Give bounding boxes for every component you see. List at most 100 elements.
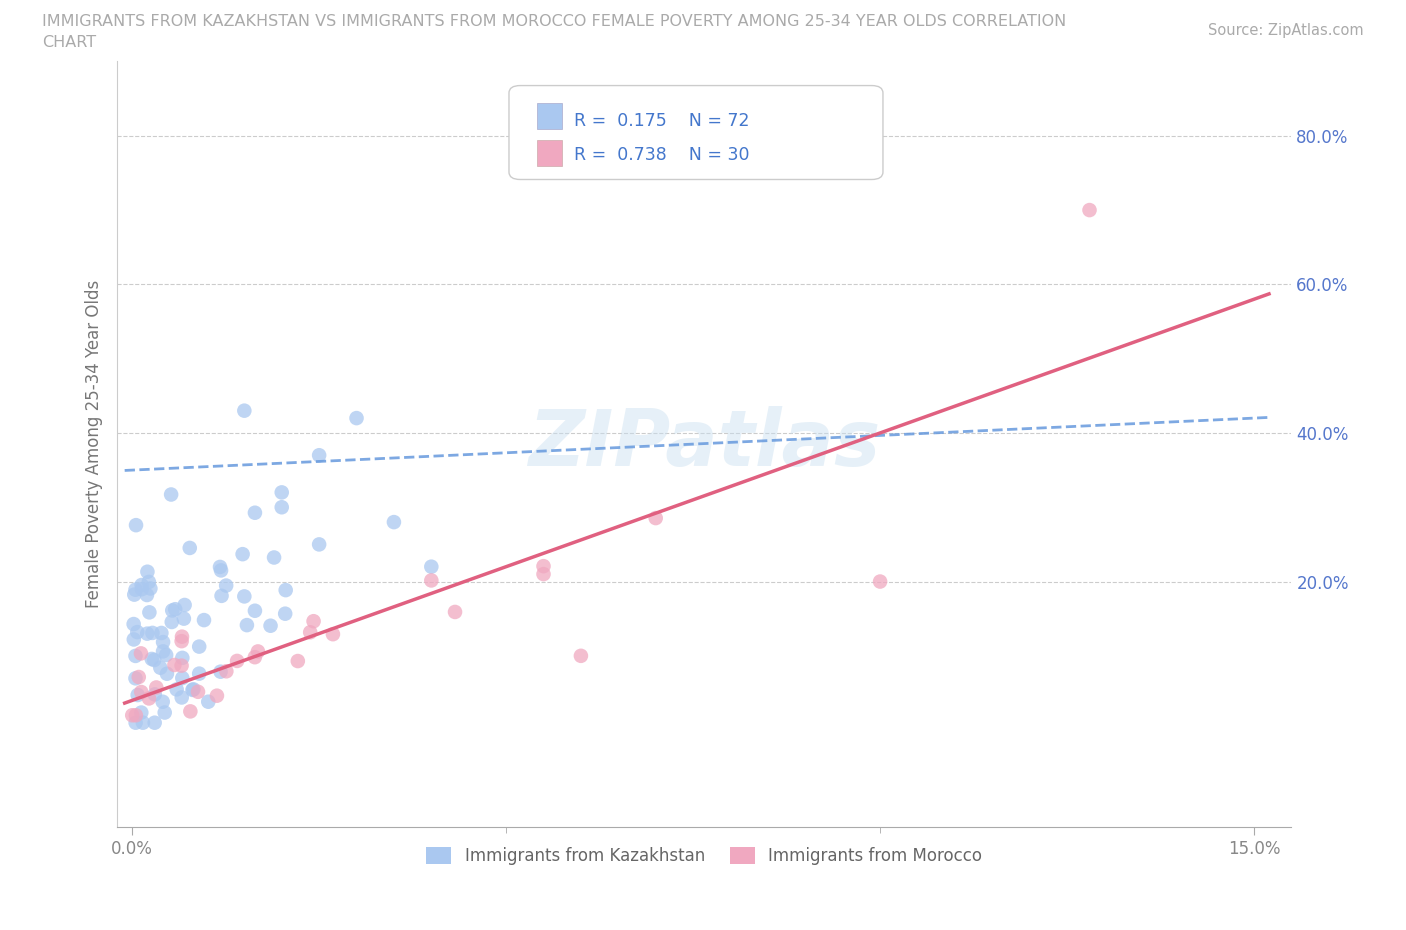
Point — [143, 653, 166, 668]
Point — [122, 617, 145, 631]
Point — [124, 587, 146, 602]
Point — [136, 626, 159, 641]
Point — [129, 684, 152, 699]
Point — [121, 708, 143, 723]
Point — [143, 687, 166, 702]
Point — [128, 670, 150, 684]
Point — [188, 666, 211, 681]
Point — [243, 650, 266, 665]
Point — [165, 602, 187, 617]
Point — [153, 705, 176, 720]
Point — [172, 671, 194, 685]
Point — [259, 618, 281, 633]
Point — [420, 573, 443, 588]
Point — [170, 690, 193, 705]
Point — [131, 582, 153, 597]
Point — [236, 618, 259, 632]
Point — [162, 603, 184, 618]
Point — [138, 691, 160, 706]
Point — [129, 646, 152, 661]
Point — [170, 633, 193, 648]
Point — [308, 537, 330, 551]
Point — [125, 518, 148, 533]
Point — [644, 511, 666, 525]
Point — [170, 658, 193, 673]
Point — [226, 654, 249, 669]
Point — [569, 648, 592, 663]
Point — [136, 565, 159, 579]
Point — [211, 589, 233, 604]
Point — [346, 411, 368, 426]
Point — [124, 648, 146, 663]
Text: R =  0.738    N = 30: R = 0.738 N = 30 — [574, 146, 749, 164]
Point — [243, 604, 266, 618]
Point — [131, 705, 153, 720]
Point — [127, 687, 149, 702]
Point — [533, 566, 555, 581]
Text: Source: ZipAtlas.com: Source: ZipAtlas.com — [1208, 23, 1364, 38]
Point — [160, 487, 183, 502]
Point — [166, 682, 188, 697]
Y-axis label: Female Poverty Among 25-34 Year Olds: Female Poverty Among 25-34 Year Olds — [86, 280, 103, 608]
Point — [205, 688, 228, 703]
Point — [197, 695, 219, 710]
Point — [149, 660, 172, 675]
Point — [143, 715, 166, 730]
Point — [263, 550, 285, 565]
Point — [173, 611, 195, 626]
Text: R =  0.175    N = 72: R = 0.175 N = 72 — [574, 112, 749, 129]
Point — [270, 499, 292, 514]
Point — [181, 683, 204, 698]
Point — [308, 448, 330, 463]
Point — [193, 613, 215, 628]
Point — [183, 682, 205, 697]
Point — [122, 632, 145, 647]
Point — [246, 644, 269, 658]
Point — [163, 658, 186, 672]
Point — [215, 664, 238, 679]
Point — [420, 559, 443, 574]
Point — [232, 547, 254, 562]
Point — [125, 708, 148, 723]
Point — [209, 563, 232, 578]
Point — [270, 485, 292, 499]
Point — [124, 582, 146, 597]
Point — [139, 581, 162, 596]
Text: ZIPatlas: ZIPatlas — [529, 406, 880, 482]
Point — [127, 625, 149, 640]
Point — [188, 639, 211, 654]
Point — [124, 671, 146, 685]
Point — [138, 575, 160, 590]
Point — [302, 614, 325, 629]
Point — [322, 627, 344, 642]
Point — [132, 715, 155, 730]
Point — [215, 578, 238, 593]
Point — [160, 615, 183, 630]
Point — [179, 540, 201, 555]
Point — [156, 666, 179, 681]
Point — [131, 578, 153, 592]
Point — [869, 574, 891, 589]
Text: IMMIGRANTS FROM KAZAKHSTAN VS IMMIGRANTS FROM MOROCCO FEMALE POVERTY AMONG 25-34: IMMIGRANTS FROM KAZAKHSTAN VS IMMIGRANTS… — [42, 14, 1066, 29]
Point — [233, 404, 256, 418]
Point — [124, 715, 146, 730]
Text: CHART: CHART — [42, 35, 96, 50]
Point — [141, 652, 163, 667]
Point — [138, 604, 160, 619]
Point — [533, 559, 555, 574]
Point — [208, 560, 231, 575]
Point — [152, 634, 174, 649]
Point — [141, 626, 163, 641]
Point — [243, 505, 266, 520]
Point — [287, 654, 309, 669]
Point — [172, 650, 194, 665]
Point — [145, 680, 167, 695]
Point — [179, 704, 201, 719]
Point — [299, 625, 322, 640]
Point — [170, 630, 193, 644]
Point — [1078, 203, 1101, 218]
Point — [209, 664, 232, 679]
Point — [444, 604, 467, 619]
Point — [155, 647, 177, 662]
Point — [136, 588, 159, 603]
